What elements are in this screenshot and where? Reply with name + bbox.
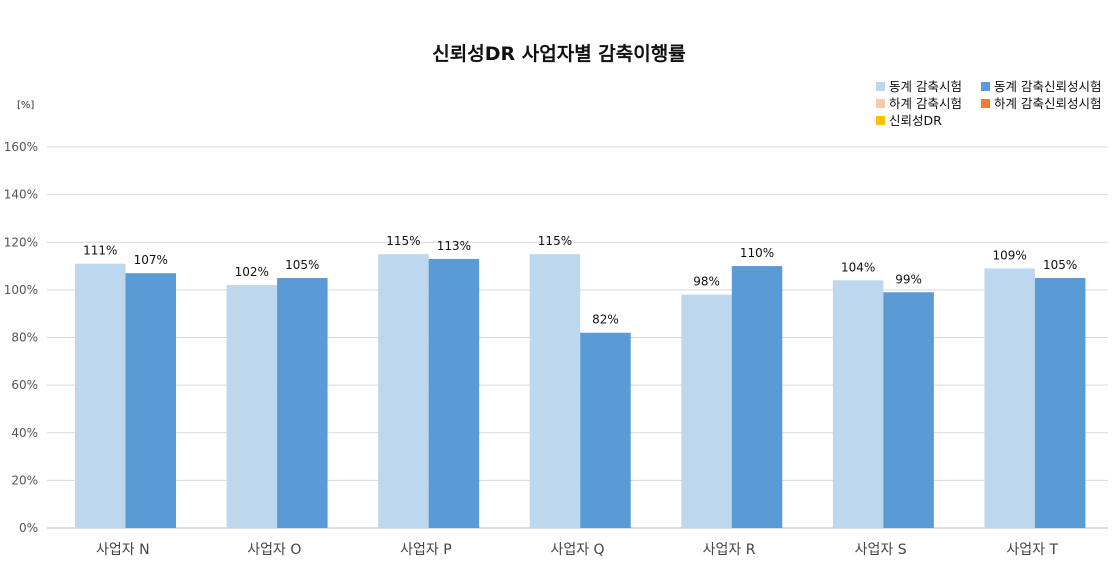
y-axis-unit: [%] [17, 100, 34, 111]
data-label: 82% [592, 313, 619, 327]
legend-item: 신뢰성DR [876, 113, 942, 128]
data-label: 105% [1043, 258, 1077, 272]
bar [378, 254, 429, 528]
legend-swatch [981, 99, 990, 108]
bar [883, 292, 934, 528]
data-label: 105% [285, 258, 319, 272]
legend-label: 동계 감축시험 [889, 79, 962, 94]
legend-item: 하계 감축신뢰성시험 [981, 96, 1101, 111]
legend-item: 하계 감축시험 [876, 96, 962, 111]
data-label: 98% [693, 275, 720, 289]
y-tick-label: 0% [19, 521, 38, 535]
x-tick-label: 사업자 N [96, 542, 150, 558]
y-tick-label: 80% [11, 331, 38, 345]
data-label: 115% [386, 234, 420, 248]
x-tick-label: 사업자 S [855, 542, 907, 558]
x-tick-label: 사업자 P [400, 542, 452, 558]
legend-swatch [876, 82, 885, 91]
data-label: 113% [437, 239, 471, 253]
data-label: 111% [83, 244, 117, 258]
y-tick-label: 20% [11, 473, 38, 487]
legend-swatch [981, 82, 990, 91]
y-tick-label: 120% [4, 235, 38, 249]
bar [731, 266, 783, 528]
bar [529, 254, 581, 528]
data-label: 107% [134, 253, 168, 267]
bar [580, 332, 631, 528]
x-tick-label: 사업자 O [247, 542, 301, 558]
data-label: 109% [993, 248, 1027, 262]
x-tick-label: 사업자 Q [550, 542, 604, 558]
bar [984, 268, 1035, 528]
legend-label: 하계 감축신뢰성시험 [994, 96, 1101, 111]
data-label: 115% [538, 234, 572, 248]
x-tick-label: 사업자 T [1006, 542, 1058, 558]
y-tick-label: 60% [11, 378, 38, 392]
bar [226, 285, 278, 528]
y-tick-label: 40% [11, 426, 38, 440]
data-label: 99% [895, 272, 922, 286]
bar [1034, 277, 1086, 528]
bar [75, 263, 126, 528]
bar [681, 294, 732, 528]
legend-item: 동계 감축시험 [876, 79, 962, 94]
bar [125, 273, 176, 528]
legend-label: 신뢰성DR [889, 113, 942, 128]
bar [277, 277, 328, 528]
legend-swatch [876, 116, 885, 125]
y-tick-label: 140% [4, 188, 38, 202]
legend-label: 동계 감축신뢰성시험 [994, 79, 1101, 94]
data-label: 104% [841, 260, 875, 274]
legend-swatch [876, 99, 885, 108]
data-label: 110% [740, 246, 774, 260]
bar [832, 280, 884, 528]
x-tick-label: 사업자 R [703, 542, 756, 558]
legend-label: 하계 감축시험 [889, 96, 962, 111]
y-tick-label: 160% [4, 140, 38, 154]
legend-item: 동계 감축신뢰성시험 [981, 79, 1101, 94]
bar [428, 258, 480, 528]
data-label: 102% [235, 265, 269, 279]
chart-title: 신뢰성DR 사업자별 감축이행률 [432, 43, 685, 65]
y-tick-label: 100% [4, 283, 38, 297]
